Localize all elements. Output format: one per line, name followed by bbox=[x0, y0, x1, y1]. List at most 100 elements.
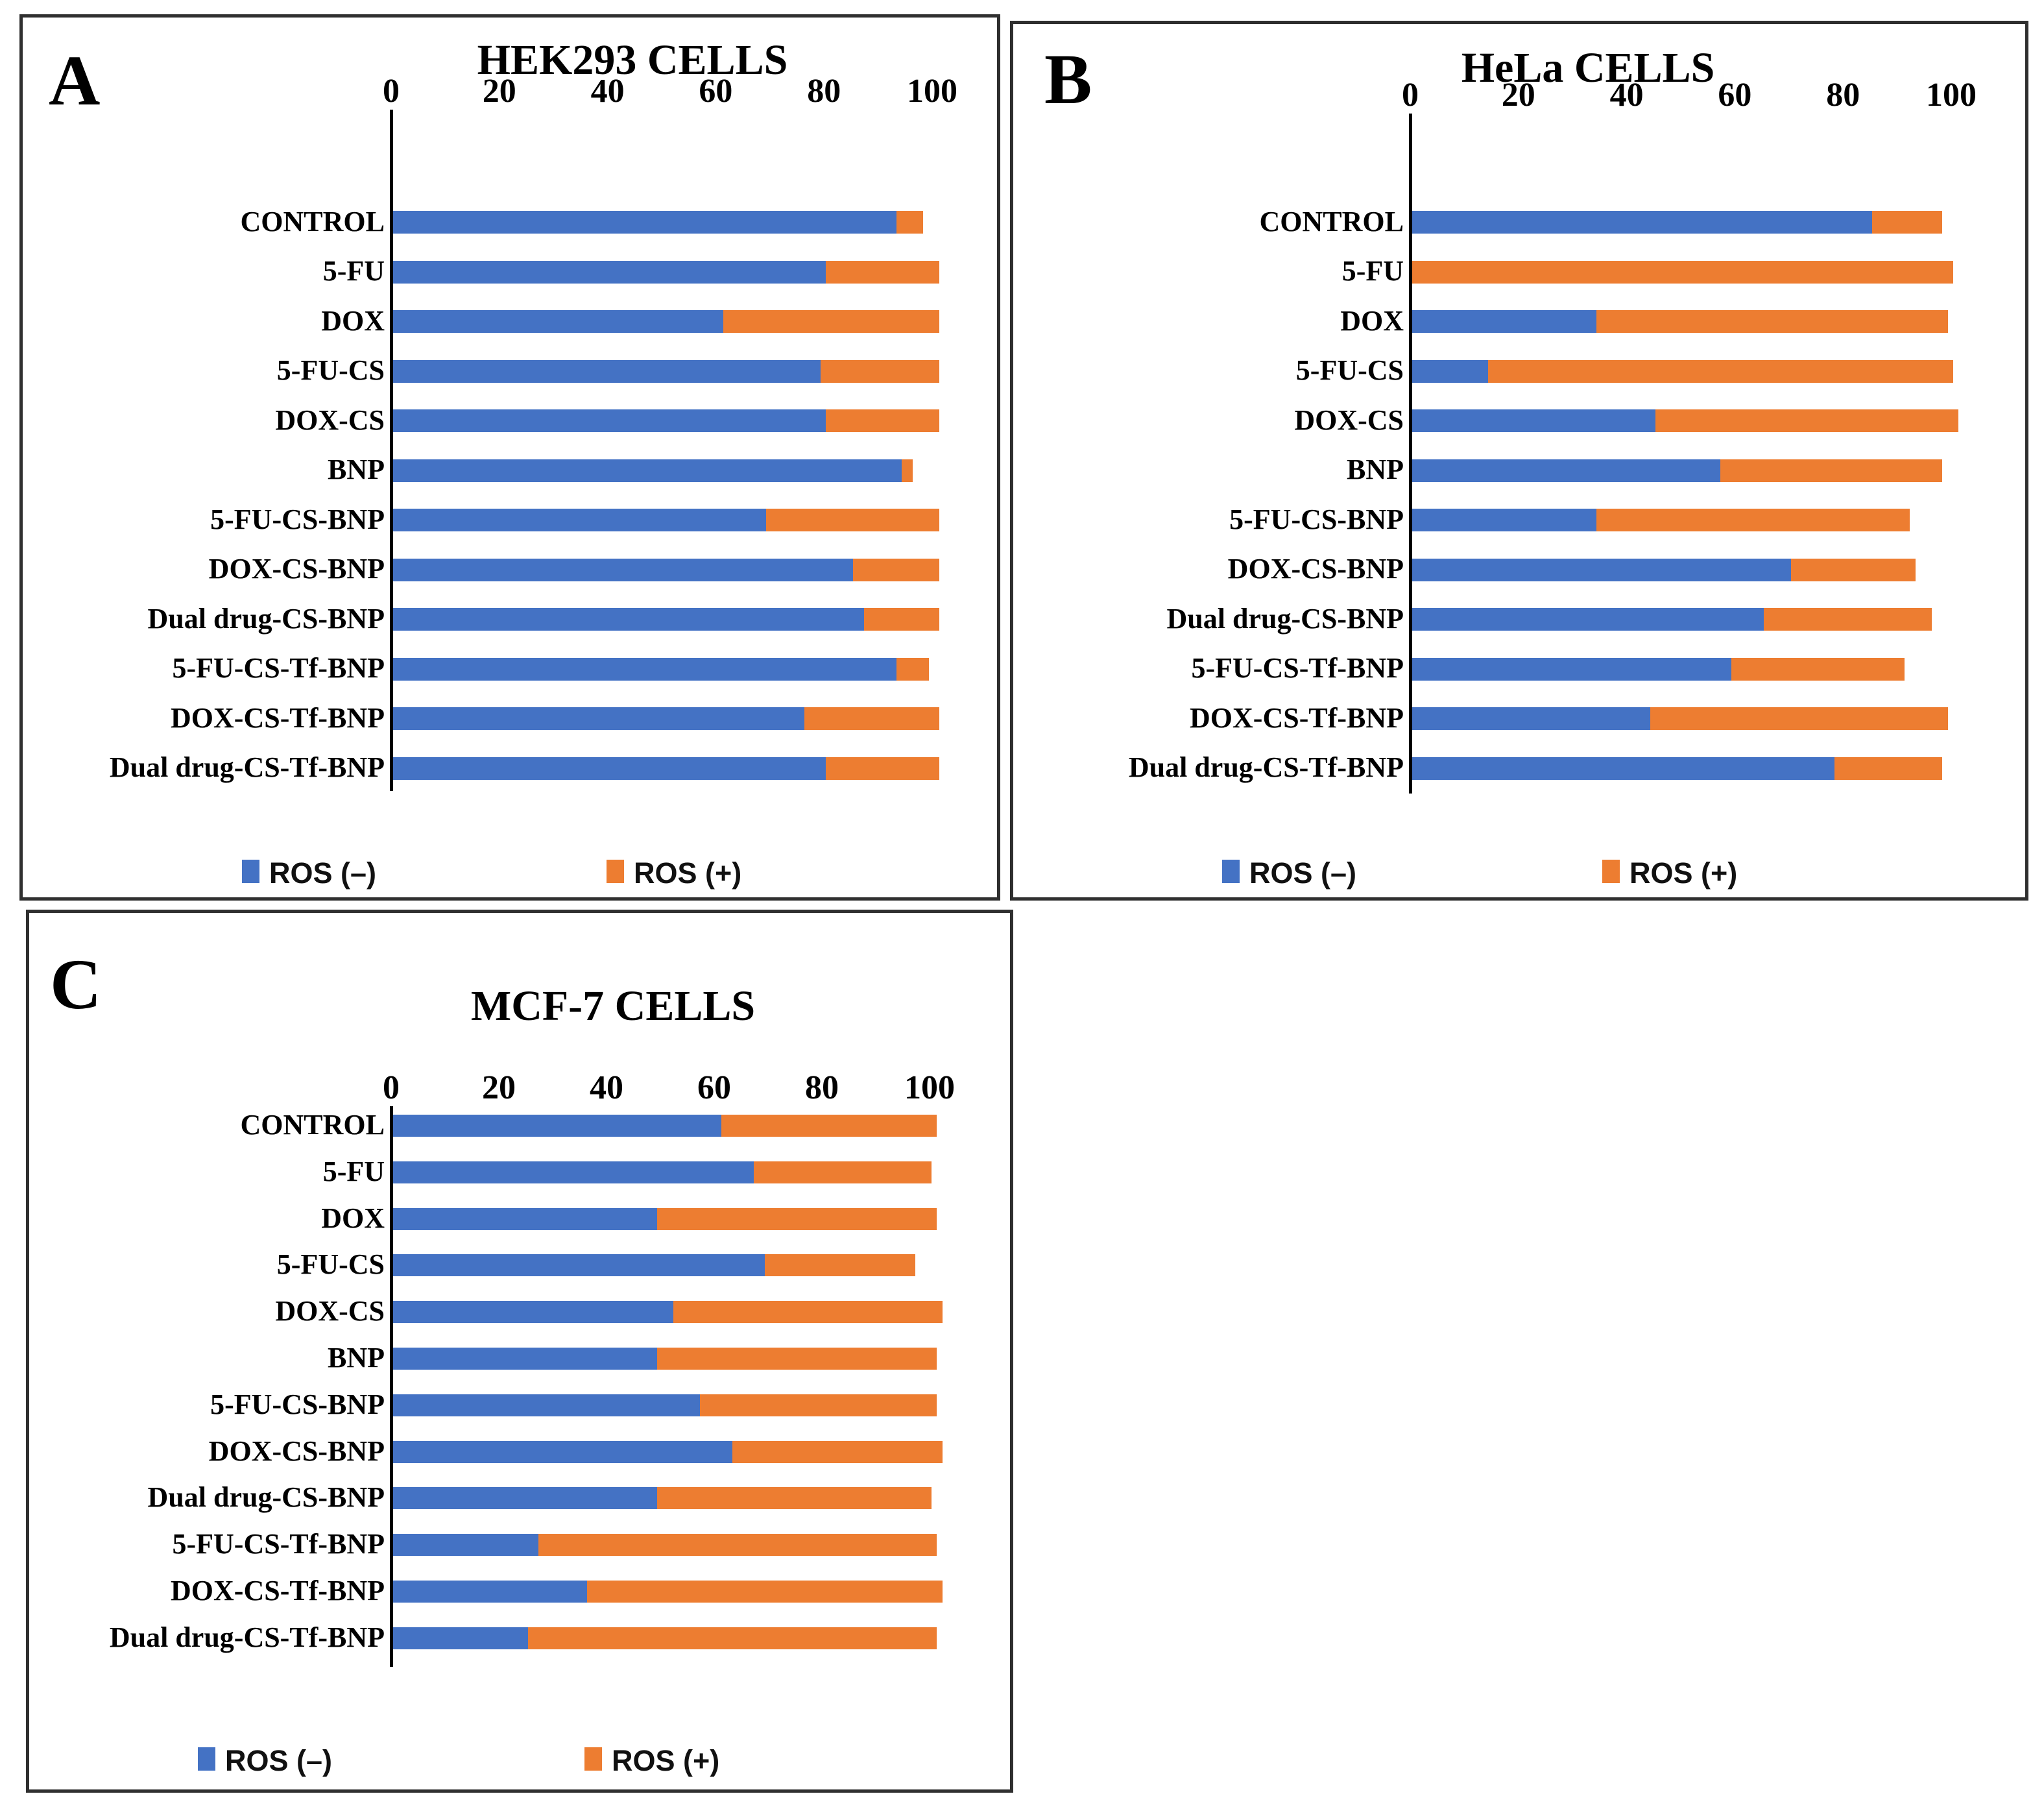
stacked-bar-row bbox=[393, 1440, 943, 1463]
category-label: 5-FU bbox=[322, 1155, 385, 1187]
stacked-bar-row bbox=[393, 707, 940, 730]
y-axis-line bbox=[1409, 114, 1412, 794]
bar-segment-ros-negative bbox=[393, 1207, 657, 1230]
stacked-bar-row bbox=[393, 1115, 937, 1137]
stacked-bar-row bbox=[393, 1534, 937, 1557]
category-label: DOX-CS-Tf-BNP bbox=[171, 1575, 385, 1606]
stacked-bar-row bbox=[393, 1394, 937, 1416]
bar-segment-ros-positive bbox=[656, 1487, 932, 1510]
stacked-bar-row bbox=[393, 1348, 937, 1370]
stacked-bar-row bbox=[393, 1207, 937, 1230]
stacked-bar-row bbox=[393, 260, 940, 284]
category-label: CONTROL bbox=[240, 1109, 385, 1141]
category-label: 5-FU-CS-Tf-BNP bbox=[172, 652, 385, 684]
bar-segment-ros-positive bbox=[826, 757, 940, 780]
bar-segment-ros-positive bbox=[1834, 757, 1943, 780]
x-tick-label: 100 bbox=[907, 73, 957, 110]
stacked-bar-row bbox=[1412, 608, 1932, 631]
bar-segment-ros-positive bbox=[1790, 558, 1916, 581]
panel-mcf7: C MCF-7 CELLS 0 20 40 60 80 100 CONTROL 5-FU DOX… bbox=[26, 910, 1013, 1793]
stacked-bar-row bbox=[1412, 558, 1916, 581]
stacked-bar-row bbox=[1412, 757, 1943, 780]
category-label: DOX bbox=[321, 304, 385, 337]
bar-segment-ros-negative bbox=[393, 1115, 722, 1137]
bar-segment-ros-positive bbox=[1412, 260, 1953, 284]
y-axis-line bbox=[390, 110, 393, 791]
bar-plot-mcf7: 0 20 40 60 80 100 CONTROL 5-FU DOX 5-FU-CS DOX-CS B… bbox=[29, 913, 1010, 1789]
bar-segment-ros-positive bbox=[732, 1440, 943, 1463]
bar-segment-ros-positive bbox=[896, 657, 929, 681]
bar-segment-ros-negative bbox=[1412, 757, 1834, 780]
stacked-bar-row bbox=[393, 359, 940, 383]
category-label: CONTROL bbox=[1259, 205, 1404, 237]
bar-segment-ros-negative bbox=[393, 310, 723, 333]
stacked-bar-row bbox=[1412, 310, 1948, 333]
category-label: DOX-CS bbox=[275, 404, 385, 436]
bar-segment-ros-positive bbox=[901, 459, 913, 482]
x-tick-label: 20 bbox=[482, 73, 516, 110]
bar-segment-ros-positive bbox=[1596, 509, 1910, 531]
bar-segment-ros-positive bbox=[804, 707, 940, 730]
bar-segment-ros-negative bbox=[393, 757, 826, 780]
bar-segment-ros-positive bbox=[896, 211, 924, 234]
stacked-bar-row bbox=[1412, 260, 1953, 284]
stacked-bar-row bbox=[393, 459, 913, 482]
category-label: DOX bbox=[1340, 304, 1404, 337]
bar-segment-ros-negative bbox=[393, 260, 826, 284]
x-tick-label: 20 bbox=[482, 1069, 516, 1106]
y-axis-line bbox=[390, 1106, 393, 1667]
category-label: 5-FU-CS-BNP bbox=[210, 1388, 385, 1420]
panel-title-hek293: HEK293 CELLS bbox=[477, 36, 788, 84]
category-label: 5-FU-CS bbox=[276, 1248, 385, 1281]
stacked-bar-row bbox=[393, 1627, 937, 1649]
panel-letter-a: A bbox=[49, 41, 101, 120]
bar-segment-ros-negative bbox=[1412, 608, 1764, 631]
category-label: Dual drug-CS-BNP bbox=[147, 602, 385, 635]
category-label: Dual drug-CS-BNP bbox=[147, 1481, 385, 1514]
bar-segment-ros-positive bbox=[863, 608, 940, 631]
stacked-bar-row bbox=[1412, 409, 1959, 432]
bar-segment-ros-negative bbox=[1412, 459, 1721, 482]
category-label: DOX-CS bbox=[1294, 404, 1404, 436]
bar-segment-ros-positive bbox=[723, 310, 940, 333]
category-label: Dual drug-CS-Tf-BNP bbox=[109, 1621, 385, 1653]
bar-segment-ros-positive bbox=[673, 1301, 943, 1324]
bar-segment-ros-negative bbox=[393, 1440, 732, 1463]
category-label: 5-FU-CS-Tf-BNP bbox=[172, 1528, 385, 1560]
stacked-bar-row bbox=[1412, 359, 1953, 383]
stacked-bar-row bbox=[1412, 657, 1905, 681]
bar-segment-ros-negative bbox=[393, 1487, 657, 1510]
bar-segment-ros-positive bbox=[766, 509, 940, 531]
bar-segment-ros-positive bbox=[656, 1207, 937, 1230]
bar-segment-ros-negative bbox=[1412, 409, 1656, 432]
bar-segment-ros-positive bbox=[1764, 608, 1932, 631]
bar-segment-ros-positive bbox=[826, 260, 940, 284]
category-label: 5-FU-CS-Tf-BNP bbox=[1191, 652, 1404, 684]
bar-segment-ros-negative bbox=[393, 608, 864, 631]
bar-segment-ros-positive bbox=[754, 1161, 932, 1183]
bar-plot-hela: 0 20 40 60 80 100 CONTROL 5-FU DOX 5-FU-CS DOX-CS B… bbox=[1013, 24, 2025, 897]
bar-segment-ros-negative bbox=[1412, 359, 1488, 383]
stacked-bar-row bbox=[393, 1161, 932, 1183]
stacked-bar-row bbox=[1412, 211, 1943, 234]
x-tick-label: 60 bbox=[699, 73, 733, 110]
x-tick-label: 0 bbox=[383, 1069, 400, 1106]
category-label: Dual drug-CS-BNP bbox=[1166, 602, 1404, 635]
bar-segment-ros-positive bbox=[527, 1627, 937, 1649]
stacked-bar-row bbox=[393, 1581, 943, 1603]
stacked-bar-row bbox=[1412, 509, 1910, 531]
category-label: 5-FU-CS-BNP bbox=[210, 503, 385, 535]
bar-segment-ros-positive bbox=[764, 1254, 916, 1277]
bar-segment-ros-positive bbox=[1731, 657, 1905, 681]
category-label: 5-FU-CS-BNP bbox=[1229, 503, 1404, 535]
bar-segment-ros-positive bbox=[852, 558, 940, 581]
category-label: DOX-CS-BNP bbox=[208, 553, 385, 585]
stacked-bar-row bbox=[393, 757, 940, 780]
x-tick-label: 60 bbox=[1718, 77, 1752, 114]
x-tick-label: 0 bbox=[383, 73, 400, 110]
x-tick-label: 20 bbox=[1501, 77, 1535, 114]
category-label: Dual drug-CS-Tf-BNP bbox=[1128, 751, 1404, 783]
bar-segment-ros-negative bbox=[393, 707, 804, 730]
bar-segment-ros-negative bbox=[393, 1161, 754, 1183]
